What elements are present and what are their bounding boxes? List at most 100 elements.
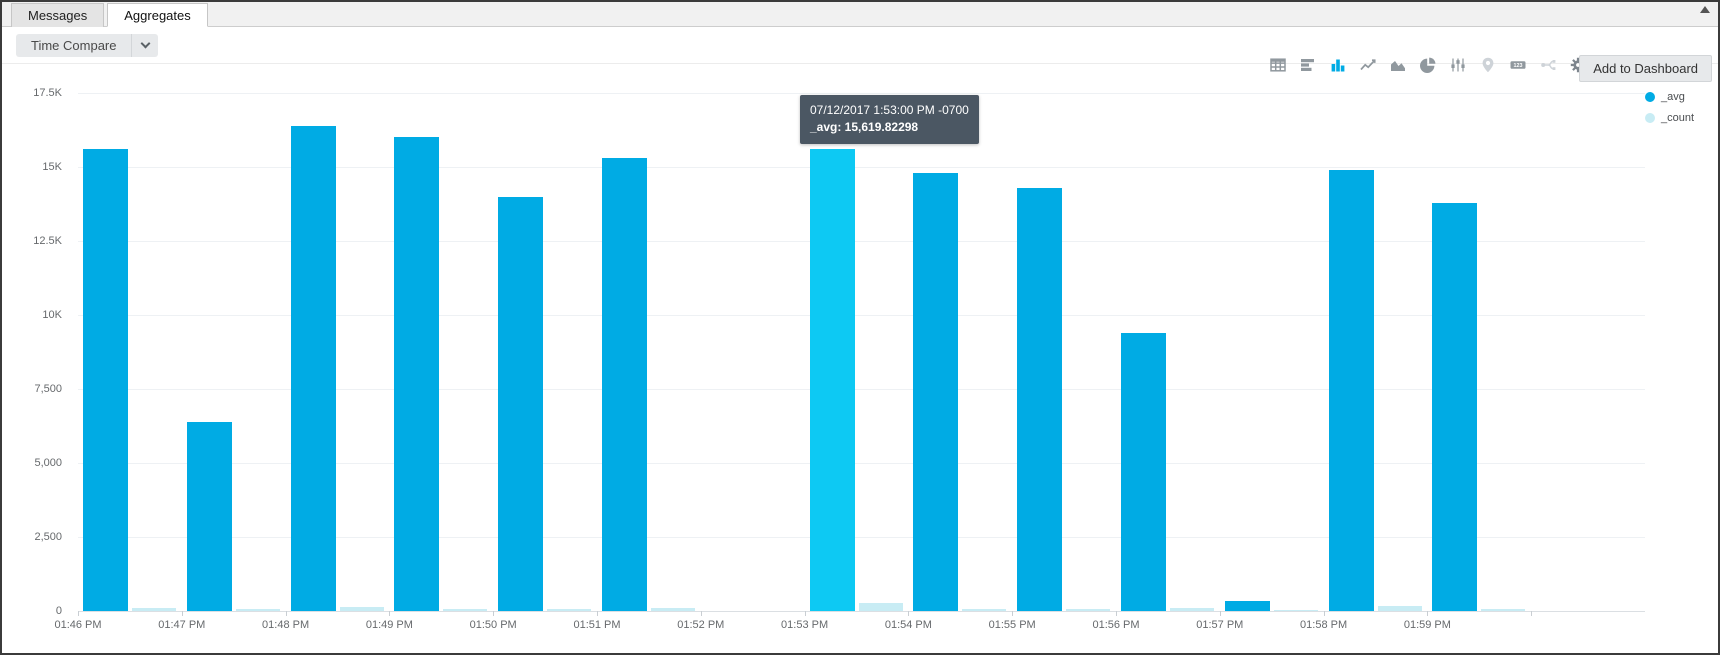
x-axis-label: 01:58 PM (1300, 619, 1348, 631)
legend-label: _avg (1661, 90, 1685, 103)
x-axis-label: 01:59 PM (1403, 619, 1451, 631)
bar-avg-01-57-pm[interactable] (1224, 600, 1270, 611)
x-axis-label: 01:54 PM (884, 619, 932, 631)
transaction-icon (1539, 56, 1557, 74)
x-axis-tick (1427, 611, 1429, 616)
x-axis-tick (1531, 611, 1533, 616)
area-chart-icon[interactable] (1389, 56, 1407, 74)
x-axis-tick (700, 611, 702, 616)
x-axis-tick (493, 611, 495, 616)
gridline (78, 611, 1645, 612)
bar-avg-01-53-pm[interactable] (809, 148, 855, 611)
x-axis-tick (1012, 611, 1014, 616)
y-axis-label: 15K (42, 161, 62, 173)
chart-legend: _avg _count (1645, 86, 1694, 128)
legend-item-count[interactable]: _count (1645, 107, 1694, 128)
y-axis-label: 2,500 (34, 531, 62, 543)
x-axis-label: 01:47 PM (158, 619, 206, 631)
bar-avg-01-47-pm[interactable] (186, 421, 232, 611)
time-compare-button[interactable]: Time Compare (16, 34, 159, 57)
bar-chart-vertical-icon[interactable] (1329, 56, 1347, 74)
bar-count-01-55-pm[interactable] (1066, 608, 1111, 611)
x-axis-tick (597, 611, 598, 616)
y-axis-label: 5,000 (34, 457, 62, 469)
bar-avg-01-58-pm[interactable] (1328, 169, 1374, 611)
x-axis-label: 01:53 PM (781, 619, 829, 631)
tab-bar: Messages Aggregates (2, 2, 1718, 27)
toolbar: Time Compare 123 Add to Dashboard (2, 27, 1718, 82)
x-axis-tick (1219, 611, 1221, 616)
bar-avg-01-56-pm[interactable] (1121, 332, 1166, 611)
x-axis-label: 01:55 PM (988, 619, 1036, 631)
bar-count-01-59-pm[interactable] (1481, 608, 1526, 611)
bar-count-01-47-pm[interactable] (235, 609, 280, 611)
chart-type-toolbar: 123 (1269, 56, 1587, 74)
bar-count-01-58-pm[interactable] (1377, 605, 1422, 611)
bar-count-01-54-pm[interactable] (962, 608, 1007, 611)
y-axis-label: 12.5K (33, 235, 62, 247)
x-axis-label: 01:56 PM (1092, 619, 1140, 631)
chevron-down-icon[interactable] (132, 38, 158, 49)
gridline (78, 463, 1645, 464)
x-axis-tick (1323, 611, 1325, 616)
tab-messages[interactable]: Messages (11, 3, 105, 27)
gridline (78, 389, 1645, 390)
chart-tooltip: 07/12/2017 1:53:00 PM -0700 _avg: 15,619… (800, 95, 979, 144)
gridline (78, 93, 1645, 94)
x-axis-label: 01:49 PM (365, 619, 413, 631)
gridline (78, 315, 1645, 316)
x-axis-tick (804, 611, 806, 616)
bar-count-01-48-pm[interactable] (339, 606, 384, 611)
single-value-icon[interactable]: 123 (1509, 56, 1527, 74)
time-compare-label: Time Compare (31, 38, 117, 53)
x-axis-label: 01:48 PM (262, 619, 310, 631)
x-axis-tick (908, 611, 910, 616)
line-chart-icon[interactable] (1359, 56, 1377, 74)
legend-label: _count (1661, 111, 1695, 124)
bar-avg-01-46-pm[interactable] (83, 149, 128, 611)
bar-avg-01-59-pm[interactable] (1432, 202, 1478, 611)
pie-chart-icon[interactable] (1419, 56, 1437, 74)
bar-chart-horizontal-icon[interactable] (1299, 56, 1317, 74)
bar-avg-01-49-pm[interactable] (394, 137, 440, 611)
gridline (78, 241, 1645, 242)
map-pin-icon (1479, 56, 1497, 74)
bar-avg-01-54-pm[interactable] (913, 172, 959, 611)
x-axis-tick (285, 611, 287, 616)
bar-avg-01-50-pm[interactable] (498, 196, 544, 611)
y-axis-label: 10K (42, 309, 62, 321)
x-axis-tick (181, 611, 183, 616)
x-axis-label: 01:51 PM (573, 619, 621, 631)
x-axis-label: 01:52 PM (677, 619, 725, 631)
tab-aggregates[interactable]: Aggregates (107, 3, 208, 27)
bar-avg-01-51-pm[interactable] (602, 158, 647, 611)
bar-count-01-46-pm[interactable] (132, 608, 176, 611)
x-axis-tick (389, 611, 391, 616)
bar-count-01-50-pm[interactable] (547, 608, 592, 611)
bar-count-01-57-pm[interactable] (1273, 609, 1318, 611)
bar-avg-01-48-pm[interactable] (290, 125, 336, 611)
bar-count-01-56-pm[interactable] (1170, 608, 1214, 611)
divider (131, 34, 133, 57)
x-axis-tick (1116, 611, 1117, 616)
bar-count-01-53-pm[interactable] (858, 602, 903, 611)
x-axis-label: 01:57 PM (1196, 619, 1244, 631)
legend-item-avg[interactable]: _avg (1645, 86, 1694, 107)
box-plot-icon[interactable] (1449, 56, 1467, 74)
x-axis-label: 01:50 PM (469, 619, 517, 631)
bar-count-01-49-pm[interactable] (443, 608, 488, 611)
x-axis-tick (78, 611, 79, 616)
gridline (78, 167, 1645, 168)
x-axis-label: 01:46 PM (54, 619, 102, 631)
svg-text:123: 123 (1514, 63, 1523, 69)
bar-count-01-51-pm[interactable] (651, 608, 695, 611)
count-series-dot-icon (1645, 112, 1655, 123)
scroll-up-icon[interactable] (1700, 6, 1710, 13)
y-axis-label: 0 (55, 605, 62, 617)
bar-avg-01-55-pm[interactable] (1017, 187, 1063, 611)
add-to-dashboard-button[interactable]: Add to Dashboard (1579, 55, 1712, 82)
y-axis-label: 17.5K (33, 87, 62, 99)
table-icon[interactable] (1269, 56, 1287, 74)
